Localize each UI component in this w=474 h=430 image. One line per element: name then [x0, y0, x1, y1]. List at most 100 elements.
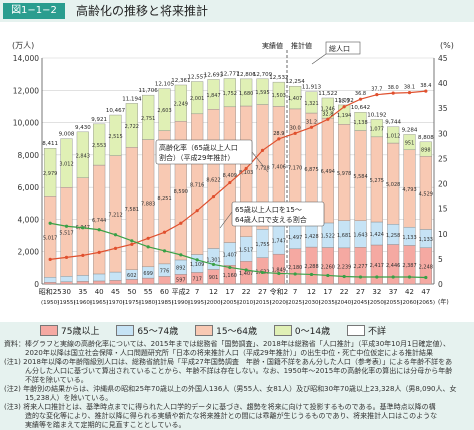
right-tick-label: 40 — [438, 79, 448, 88]
right-tick-label: 15 — [438, 205, 448, 214]
segment-value-label: 2,722 — [125, 124, 139, 130]
bar-segment-0-14 — [223, 78, 236, 108]
aging-rate-label: 35.3 — [339, 99, 350, 105]
support-ratio-point — [48, 221, 52, 225]
segment-value-label: 951 — [405, 141, 415, 147]
legend-swatch — [346, 325, 365, 336]
figure: 図1−1−2 高齢化の推移と将来推計 (万人) (%) 0 2,000 4,000 6,0… — [0, 3, 474, 429]
segment-value-label: 892 — [176, 266, 186, 272]
legend-item-0-14: 0〜14歳 — [273, 324, 330, 337]
aging-rate-point — [277, 137, 281, 141]
segment-value-label: 4,793 — [402, 187, 416, 193]
legend-item-65-74: 65〜74歳 — [116, 324, 178, 337]
bar-segment-0-14 — [354, 112, 367, 131]
total-label: 10,192 — [367, 112, 386, 118]
note-line: (注3) 将来人口推計とは、基準時点までに得られた人口学的データに基づき、趨勢を… — [4, 403, 436, 411]
bar-segment-0-14 — [158, 88, 171, 131]
total-label: 9,430 — [75, 125, 91, 131]
support-ratio-line — [50, 222, 426, 279]
x-tick-label: 55 — [144, 288, 153, 296]
segment-value-label: 1,424 — [370, 232, 384, 238]
total-label: 12,777 — [220, 72, 240, 78]
segment-value-label: 1,407 — [239, 271, 253, 277]
aging-rate-point — [293, 131, 297, 135]
support-ratio-point — [113, 233, 118, 237]
x-tick-label: 昭和25 — [39, 287, 62, 296]
segment-value-label: 2,515 — [108, 134, 122, 140]
x-year-label: (2025) — [286, 300, 304, 306]
x-tick-label: 7 — [293, 288, 297, 296]
aging-rate-point — [179, 221, 183, 225]
segment-value-label: 2,553 — [92, 143, 106, 149]
aging-rate-callout-text: 割合）（平成29年推計） — [159, 153, 234, 162]
segment-value-label: 7,212 — [108, 212, 122, 218]
aging-rate-point — [228, 180, 232, 185]
aging-rate-point — [146, 236, 150, 240]
segment-value-label: 1,503 — [272, 93, 286, 99]
bar-segment-75plus — [44, 282, 57, 285]
aging-rate-label: 38.1 — [404, 85, 415, 91]
projected-label: 推計値 — [291, 41, 312, 50]
x-year-label: (1980) — [139, 300, 157, 306]
segment-value-label: 2,603 — [157, 108, 171, 114]
total-label: 12,254 — [286, 79, 306, 85]
bar-segment-0-14 — [419, 141, 432, 157]
bar-segment-65-74 — [109, 271, 122, 281]
total-label: 9,284 — [402, 127, 418, 133]
bar-segment-0-14 — [338, 104, 351, 125]
x-year-label: (2060) — [400, 300, 418, 306]
left-tick-label: 14,000 — [13, 54, 39, 63]
bar-segment-0-14 — [93, 123, 106, 166]
x-tick-label: 12 — [307, 288, 316, 296]
left-tick-label: 10,000 — [13, 119, 39, 128]
support-ratio-point — [375, 275, 379, 279]
x-year-suffix: (年) — [438, 298, 449, 306]
segment-value-label: 8,103 — [239, 170, 253, 176]
chart-area: (万人) (%) 0 2,000 4,000 6,000 8,000 10,000 12,000… — [0, 22, 474, 322]
support-ratio-point — [358, 275, 363, 279]
segment-value-label: 1,755 — [255, 242, 269, 248]
x-tick-label: 22 — [340, 288, 349, 296]
bar-segment-0-14 — [370, 119, 383, 138]
right-tick-label: 0 — [438, 280, 443, 289]
bar-segment-0-14 — [109, 114, 122, 156]
total-label: 12,532 — [269, 75, 288, 81]
total-label: 11,706 — [139, 88, 159, 94]
x-tick-label: 7 — [195, 288, 199, 296]
bar-segment-0-14 — [191, 81, 204, 115]
x-tick-label: 47 — [421, 288, 430, 296]
segment-value-label: 2,180 — [288, 265, 302, 271]
support-ratio-point — [179, 253, 183, 257]
segment-value-label: 1,407 — [288, 96, 302, 102]
aging-rate-point — [195, 209, 199, 213]
segment-value-label: 2,248 — [419, 264, 433, 270]
segment-value-label: 1,847 — [206, 93, 220, 99]
figure-number: 図1−1−2 — [3, 3, 65, 19]
x-tick-label: 12 — [209, 288, 218, 296]
x-tick-label: 45 — [111, 288, 120, 296]
segment-value-label: 1,012 — [386, 133, 400, 139]
legend-label: 15〜64歳 — [216, 327, 258, 337]
aging-rate-point — [309, 125, 314, 129]
support-ratio-point — [130, 239, 134, 243]
left-tick-label: 6,000 — [18, 183, 40, 192]
aging-rate-point — [244, 166, 248, 171]
note-line: 実績等を踏まえて定期的に見直すこととしている。 — [4, 421, 186, 429]
bar-segment-75plus — [60, 281, 73, 285]
support-ratio-point — [64, 224, 69, 228]
legend-label: 不詳 — [367, 327, 386, 337]
bar-segment-75plus — [142, 277, 155, 285]
segment-value-label: 1,133 — [402, 235, 416, 241]
support-ratio-point — [162, 249, 167, 253]
segment-value-label: 4,529 — [419, 191, 433, 197]
legend: 75歳以上 65〜74歳 15〜64歳 0〜14歳 不詳 — [40, 324, 474, 338]
segment-value-label: 1,522 — [321, 234, 335, 240]
bar-segment-0-14 — [272, 81, 285, 107]
segment-value-label: 6,744 — [92, 218, 106, 224]
segment-value-label: 2,387 — [402, 263, 416, 269]
segment-value-label: 2,417 — [370, 263, 384, 269]
x-tick-label: 17 — [323, 288, 332, 296]
aging-rate-point — [97, 250, 101, 254]
right-tick-label: 45 — [438, 54, 448, 63]
x-year-label: (1975) — [123, 300, 141, 306]
